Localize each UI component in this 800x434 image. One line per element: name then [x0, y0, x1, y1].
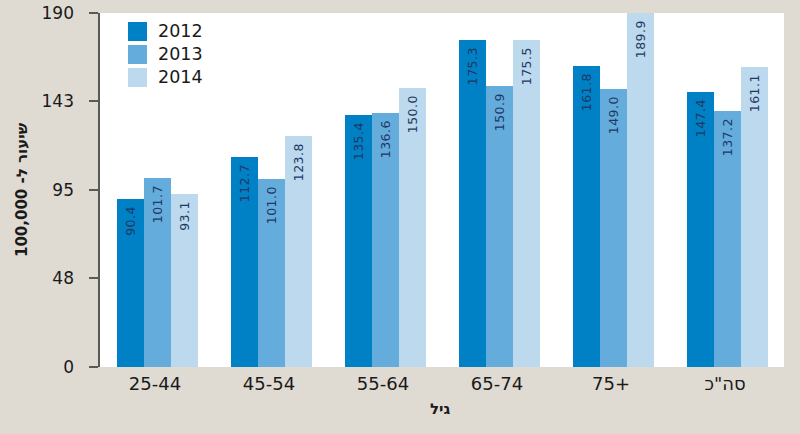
- x-axis-title: גיל: [98, 400, 782, 418]
- bar-2012-75+: 161.8: [573, 66, 600, 367]
- bar-value-label: 137.2: [720, 118, 735, 156]
- bar-2013-75+: 149.0: [600, 89, 627, 367]
- bar-2012-65-74: 175.3: [459, 40, 486, 367]
- bar-2014-45-54: 123.8: [285, 136, 312, 367]
- y-tick-label: 48: [0, 268, 74, 288]
- bar-value-label: 150.0: [405, 95, 420, 133]
- bar-2013-25-44: 101.7: [144, 178, 171, 367]
- bar-value-label: 189.9: [633, 20, 648, 58]
- plot-bars: 90.4 101.7 93.1 112.7 101.0 123.8 135.4 136.6 15…: [100, 13, 784, 367]
- y-tick-label: 0: [0, 357, 74, 377]
- bar-value-label: 101.7: [150, 185, 165, 223]
- y-tick-label: 95: [0, 180, 74, 200]
- legend-label: 2014: [158, 67, 203, 87]
- bar-2014-75+: 189.9: [627, 13, 654, 367]
- bar-value-label: 101.0: [264, 186, 279, 224]
- bar-2013-45-54: 101.0: [258, 179, 285, 367]
- bar-value-label: 112.7: [237, 164, 252, 202]
- bar-group-סה"כ: 147.4 137.2 161.1: [670, 13, 784, 367]
- bar-value-label: 136.6: [378, 120, 393, 158]
- bar-2013-55-64: 136.6: [372, 113, 399, 368]
- bar-2014-25-44: 93.1: [171, 194, 198, 367]
- bar-2012-25-44: 90.4: [117, 199, 144, 367]
- bar-group-45-54: 112.7 101.0 123.8: [214, 13, 328, 367]
- bar-2014-65-74: 175.5: [513, 40, 540, 367]
- bar-value-label: 149.0: [606, 96, 621, 134]
- bar-2014-סה"כ: 161.1: [741, 67, 768, 367]
- bar-value-label: 150.9: [492, 93, 507, 131]
- bar-value-label: 93.1: [177, 201, 192, 231]
- legend-swatch-icon: [128, 68, 147, 87]
- bar-value-label: 161.1: [747, 74, 762, 112]
- bar-2014-55-64: 150.0: [399, 88, 426, 367]
- y-tick-mark: [89, 100, 98, 102]
- bar-2012-55-64: 135.4: [345, 115, 372, 367]
- legend-item-2013: 2013: [128, 44, 203, 64]
- bar-value-label: 161.8: [579, 73, 594, 111]
- bar-2012-45-54: 112.7: [231, 157, 258, 367]
- bar-value-label: 90.4: [123, 206, 138, 236]
- y-tick-mark: [89, 366, 98, 368]
- x-category-label-סה"כ: סה"כ: [668, 373, 782, 394]
- legend-item-2014: 2014: [128, 67, 203, 87]
- y-tick-label: 190: [0, 3, 74, 23]
- legend-swatch-icon: [128, 45, 147, 64]
- bar-value-label: 175.3: [465, 47, 480, 85]
- plot-area: 90.4 101.7 93.1 112.7 101.0 123.8 135.4 136.6 15…: [98, 13, 784, 367]
- x-category-label-45-54: 45-54: [212, 373, 326, 394]
- x-category-label-55-64: 55-64: [326, 373, 440, 394]
- legend: 2012 2013 2014: [128, 21, 203, 87]
- bar-value-label: 175.5: [519, 47, 534, 85]
- x-category-label-75+: 75+: [554, 373, 668, 394]
- bar-group-65-74: 175.3 150.9 175.5: [442, 13, 556, 367]
- x-category-label-65-74: 65-74: [440, 373, 554, 394]
- bar-group-55-64: 135.4 136.6 150.0: [328, 13, 442, 367]
- y-tick-mark: [89, 189, 98, 191]
- y-tick-mark: [89, 12, 98, 14]
- bar-value-label: 135.4: [351, 122, 366, 160]
- legend-label: 2013: [158, 44, 203, 64]
- bar-group-75+: 161.8 149.0 189.9: [556, 13, 670, 367]
- legend-label: 2012: [158, 21, 203, 41]
- bar-value-label: 123.8: [291, 143, 306, 181]
- x-axis-labels: 25-4445-5455-6465-7475+סה"כ: [98, 373, 782, 394]
- bar-2013-65-74: 150.9: [486, 86, 513, 367]
- bar-value-label: 147.4: [693, 99, 708, 137]
- x-category-label-25-44: 25-44: [98, 373, 212, 394]
- bar-2012-סה"כ: 147.4: [687, 92, 714, 367]
- y-tick-mark: [89, 277, 98, 279]
- legend-item-2012: 2012: [128, 21, 203, 41]
- bar-chart: שיעור ל- 100,000 90.4101.793.1112.7101.0…: [0, 0, 800, 434]
- bar-2013-סה"כ: 137.2: [714, 111, 741, 367]
- legend-swatch-icon: [128, 22, 147, 41]
- y-tick-label: 143: [0, 91, 74, 111]
